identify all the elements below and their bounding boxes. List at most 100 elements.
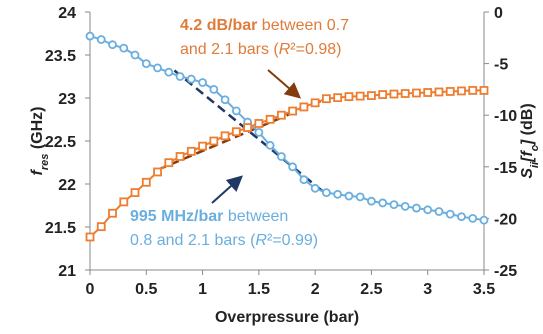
- y2-tick-label: 0: [494, 5, 503, 22]
- marker: [130, 50, 140, 60]
- marker: [389, 89, 399, 99]
- marker: [423, 88, 433, 97]
- x-tick-label: 2: [311, 281, 320, 298]
- marker: [265, 114, 275, 124]
- text-part: ²=0.98): [290, 41, 341, 58]
- marker: [209, 136, 219, 146]
- marker: [96, 35, 106, 44]
- trendline: [173, 69, 328, 196]
- x-tick-label: 0.5: [135, 281, 157, 298]
- marker: [321, 94, 331, 104]
- marker: [254, 119, 264, 128]
- marker: [412, 88, 421, 98]
- marker: [389, 200, 399, 210]
- y2-tick-label: -20: [494, 211, 517, 228]
- marker: [186, 146, 196, 156]
- text-part: 995 MHz/bar: [130, 208, 223, 225]
- text-part: R: [279, 41, 291, 58]
- marker: [164, 67, 174, 77]
- marker: [153, 167, 162, 177]
- marker: [367, 91, 376, 100]
- y-tick-label: 23.5: [45, 48, 76, 65]
- marker: [321, 188, 331, 198]
- annotation: 995 MHz/bar between: [130, 208, 288, 225]
- marker: [434, 87, 444, 97]
- marker: [310, 183, 320, 193]
- marker: [434, 207, 444, 216]
- marker: [243, 123, 253, 132]
- marker: [198, 141, 207, 151]
- arrow: [211, 175, 243, 204]
- marker: [288, 106, 298, 116]
- x-tick-label: 1: [198, 281, 207, 298]
- text-part: [: [519, 155, 536, 163]
- marker: [119, 197, 129, 207]
- marker: [141, 59, 151, 68]
- marker: [254, 127, 264, 137]
- x-axis-label: Overpressure (bar): [215, 309, 359, 326]
- marker: [276, 152, 286, 161]
- text-part: ²=0.99): [267, 232, 318, 249]
- y-axis-label: fres (GHz): [29, 107, 51, 176]
- marker: [355, 91, 365, 101]
- marker: [130, 188, 140, 198]
- marker: [367, 196, 376, 206]
- marker: [220, 131, 230, 141]
- text-part: ii: [529, 161, 541, 168]
- marker: [108, 40, 117, 50]
- y-tick-label: 21: [58, 263, 76, 280]
- marker: [141, 177, 151, 187]
- marker: [333, 93, 343, 103]
- marker: [355, 192, 365, 202]
- text-part: 4.2 dB/bar: [180, 17, 257, 34]
- marker: [175, 152, 185, 161]
- y2-tick-label: -25: [494, 263, 517, 280]
- y-tick-label: 23: [58, 91, 76, 108]
- marker: [153, 63, 162, 73]
- text-part: between: [223, 208, 288, 225]
- text-part: f: [519, 150, 536, 157]
- marker: [198, 78, 207, 87]
- marker: [479, 215, 489, 225]
- annotation: 0.8 and 2.1 bars (R²=0.99): [130, 232, 318, 249]
- marker: [400, 89, 410, 98]
- marker: [119, 43, 129, 53]
- marker: [276, 110, 286, 120]
- y2-tick-label: -15: [494, 160, 517, 177]
- x-tick-label: 3.5: [473, 281, 495, 298]
- marker: [445, 87, 455, 96]
- text-part: res: [39, 154, 51, 171]
- text-part: and 2.1 bars (: [180, 41, 279, 58]
- marker: [108, 208, 117, 218]
- marker: [344, 92, 354, 102]
- marker: [288, 162, 298, 172]
- annotation: 4.2 dB/bar between 0.7: [180, 17, 349, 34]
- x-tick-label: 1.5: [248, 281, 270, 298]
- marker: [445, 209, 455, 219]
- text-part: c: [529, 145, 541, 151]
- x-tick-label: 2.5: [360, 281, 382, 298]
- marker: [299, 175, 309, 185]
- y-tick-label: 24: [58, 5, 76, 22]
- text-part: (GHz): [29, 107, 46, 154]
- marker: [85, 232, 95, 242]
- y-tick-label: 22: [58, 177, 76, 194]
- y2-axis-label: Sii[fc] (dB): [519, 103, 541, 178]
- x-tick-label: 3: [423, 281, 432, 298]
- marker: [412, 203, 421, 213]
- marker: [479, 86, 489, 95]
- text-part: S: [519, 168, 536, 179]
- text-part: between 0.7: [257, 17, 349, 34]
- marker: [164, 158, 174, 168]
- marker: [457, 212, 466, 222]
- marker: [220, 95, 230, 105]
- y-tick-label: 22.5: [45, 134, 76, 151]
- marker: [457, 86, 466, 96]
- marker: [231, 106, 241, 116]
- y-tick-label: 21.5: [45, 220, 76, 237]
- marker: [299, 102, 309, 112]
- y2-tick-label: -5: [494, 57, 508, 74]
- marker: [231, 127, 241, 137]
